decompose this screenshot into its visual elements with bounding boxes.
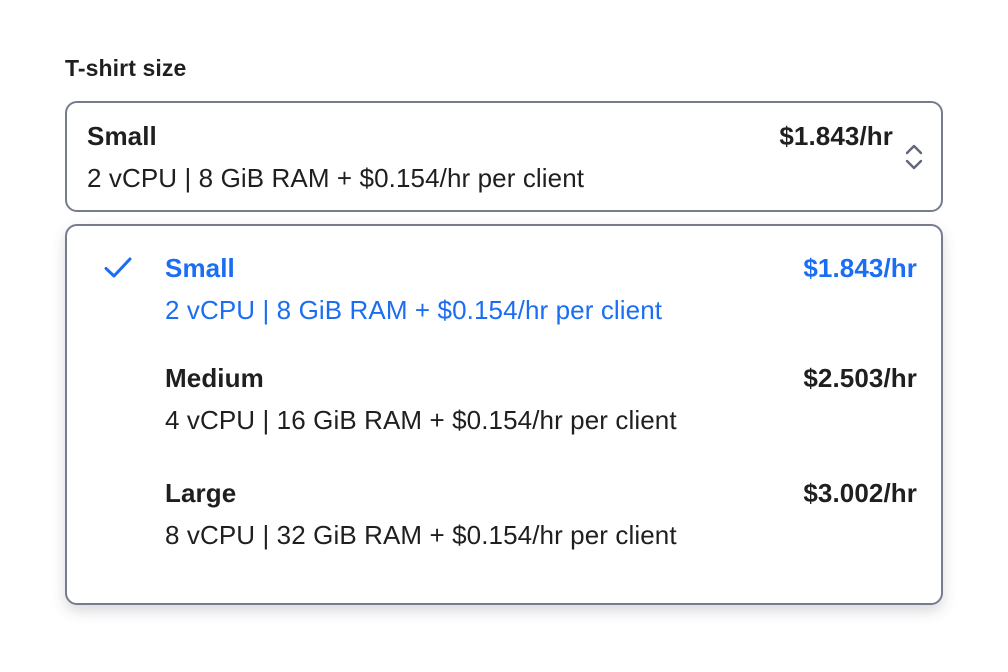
option-header: Small $1.843/hr bbox=[101, 253, 917, 284]
check-placeholder bbox=[101, 365, 135, 391]
selected-option-name: Small bbox=[87, 121, 157, 151]
option-name: Large bbox=[165, 478, 237, 508]
option-header: Large $3.002/hr bbox=[101, 478, 917, 509]
option-price: $3.002/hr bbox=[803, 478, 917, 508]
select-trigger-content: Small $1.843/hr 2 vCPU | 8 GiB RAM + $0.… bbox=[67, 103, 941, 210]
option-description: 8 vCPU | 32 GiB RAM + $0.154/hr per clie… bbox=[165, 520, 677, 550]
selected-option-description: 2 vCPU | 8 GiB RAM + $0.154/hr per clien… bbox=[87, 163, 585, 193]
select-trigger-header: Small $1.843/hr bbox=[87, 121, 917, 152]
page-title: T-shirt size bbox=[65, 55, 187, 81]
tshirt-size-select-trigger[interactable]: Small $1.843/hr 2 vCPU | 8 GiB RAM + $0.… bbox=[65, 101, 943, 212]
check-icon bbox=[101, 255, 135, 281]
option-description: 2 vCPU | 8 GiB RAM + $0.154/hr per clien… bbox=[165, 295, 663, 325]
tshirt-size-dropdown-list: Small $1.843/hr 2 vCPU | 8 GiB RAM + $0.… bbox=[65, 224, 943, 605]
option-price: $1.843/hr bbox=[803, 253, 917, 283]
dropdown-option-large[interactable]: Large $3.002/hr 8 vCPU | 32 GiB RAM + $0… bbox=[67, 456, 941, 571]
option-name: Small bbox=[165, 253, 235, 283]
option-name: Medium bbox=[165, 363, 264, 393]
dropdown-option-small[interactable]: Small $1.843/hr 2 vCPU | 8 GiB RAM + $0.… bbox=[67, 226, 941, 341]
chevron-up-down-icon[interactable] bbox=[903, 138, 925, 176]
check-placeholder bbox=[101, 480, 135, 506]
option-header: Medium $2.503/hr bbox=[101, 363, 917, 394]
dropdown-option-medium[interactable]: Medium $2.503/hr 4 vCPU | 16 GiB RAM + $… bbox=[67, 341, 941, 456]
option-price: $2.503/hr bbox=[803, 363, 917, 393]
option-description: 4 vCPU | 16 GiB RAM + $0.154/hr per clie… bbox=[165, 405, 677, 435]
selected-option-price: $1.843/hr bbox=[779, 121, 893, 151]
